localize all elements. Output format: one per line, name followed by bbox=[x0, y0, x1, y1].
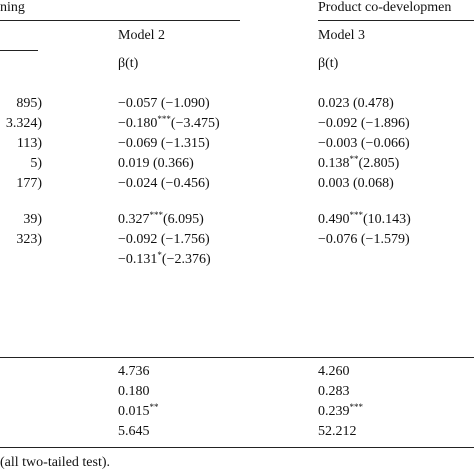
table-cell: 5) bbox=[30, 156, 42, 172]
table-cell: 0.283 bbox=[318, 384, 350, 400]
cell-text: 4.736 bbox=[118, 364, 150, 379]
cell-text: −0.092 (−1.896) bbox=[318, 116, 410, 131]
cell-text: 0.003 (0.068) bbox=[318, 176, 394, 191]
cell-text: −0.092 (−1.756) bbox=[118, 232, 210, 247]
cell-text: 0.327 bbox=[118, 212, 150, 227]
table-cell: −0.180***(−3.475) bbox=[118, 114, 220, 132]
cell-text: −0.024 (−0.456) bbox=[118, 176, 210, 191]
table-cell: 895) bbox=[16, 96, 42, 112]
rule bbox=[0, 357, 474, 358]
cell-text: −0.057 (−1.090) bbox=[118, 96, 210, 111]
significance: *** bbox=[157, 114, 171, 124]
group-header: Product co-developmen bbox=[318, 0, 452, 15]
model-header: Model 3 bbox=[318, 28, 366, 43]
cell-text: −0.003 (−0.066) bbox=[318, 136, 410, 151]
table-cell: −0.003 (−0.066) bbox=[318, 136, 410, 152]
significance: *** bbox=[149, 210, 164, 220]
table-cell: 5.645 bbox=[118, 424, 150, 440]
table-cell: 0.327***(6.095) bbox=[118, 210, 204, 228]
cell-text: −0.180 bbox=[118, 116, 158, 131]
significance: *** bbox=[349, 402, 364, 412]
significance: * bbox=[157, 250, 162, 260]
cell-text: −0.076 (−1.579) bbox=[318, 232, 410, 247]
cell-text: 895) bbox=[16, 96, 42, 111]
table-cell: 0.019 (0.366) bbox=[118, 156, 194, 172]
table-cell: −0.069 (−1.315) bbox=[118, 136, 210, 152]
cell-text: (6.095) bbox=[163, 212, 204, 227]
significance: ** bbox=[349, 154, 359, 164]
cell-text: 4.260 bbox=[318, 364, 350, 379]
table-cell: −0.024 (−0.456) bbox=[118, 176, 210, 192]
cell-text: 0.283 bbox=[318, 384, 350, 399]
rule bbox=[0, 447, 474, 448]
cell-text: 323) bbox=[16, 232, 42, 247]
table-cell: 0.015** bbox=[118, 402, 159, 420]
rule bbox=[318, 20, 474, 21]
model-header: Model 2 bbox=[118, 28, 166, 43]
cell-text: 5.645 bbox=[118, 424, 150, 439]
table-cell: 0.003 (0.068) bbox=[318, 176, 394, 192]
table-cell: −0.131*(−2.376) bbox=[118, 250, 211, 268]
table-cell: 4.260 bbox=[318, 364, 350, 380]
table-cell: 113) bbox=[17, 136, 42, 152]
table-cell: 3.324) bbox=[6, 116, 42, 132]
cell-text: (2.805) bbox=[358, 156, 400, 171]
cell-text: 39) bbox=[23, 212, 42, 227]
table-cell: 4.736 bbox=[118, 364, 150, 380]
cell-text: 0.180 bbox=[118, 384, 150, 399]
rule bbox=[0, 20, 240, 21]
significance: *** bbox=[349, 210, 364, 220]
table-cell: 177) bbox=[16, 176, 42, 192]
footnote: (all two-tailed test). bbox=[0, 455, 111, 470]
stat-header: β(t) bbox=[118, 56, 139, 71]
cell-text: 0.239 bbox=[318, 404, 350, 419]
table-cell: 0.239*** bbox=[318, 402, 364, 420]
significance: ** bbox=[149, 402, 159, 412]
table-cell: 0.138**(2.805) bbox=[318, 154, 400, 172]
table-cell: 0.180 bbox=[118, 384, 150, 400]
group-header: ning bbox=[0, 0, 25, 15]
table-cell: −0.092 (−1.896) bbox=[318, 116, 410, 132]
cell-text: 0.138 bbox=[318, 156, 350, 171]
cell-text: 0.023 (0.478) bbox=[318, 96, 394, 111]
table-cell: 52.212 bbox=[318, 424, 357, 440]
stat-header: β(t) bbox=[318, 56, 339, 71]
cell-text: (10.143) bbox=[363, 212, 411, 227]
table-cell: −0.057 (−1.090) bbox=[118, 96, 210, 112]
cell-text: 113) bbox=[16, 136, 42, 151]
table-cell: 323) bbox=[16, 232, 42, 248]
cell-text: 177) bbox=[16, 176, 42, 191]
cell-text: 0.019 (0.366) bbox=[118, 156, 194, 171]
cell-text: 0.490 bbox=[318, 212, 350, 227]
table-cell: −0.092 (−1.756) bbox=[118, 232, 210, 248]
cell-text: (−3.475) bbox=[170, 116, 220, 131]
cell-text: 5) bbox=[30, 156, 42, 171]
table-cell: 0.490***(10.143) bbox=[318, 210, 411, 228]
cell-text: (−2.376) bbox=[161, 252, 211, 267]
cell-text: 3.324) bbox=[5, 116, 42, 131]
table-cell: 39) bbox=[23, 212, 42, 228]
cell-text: −0.131 bbox=[118, 252, 158, 267]
table-cell: 0.023 (0.478) bbox=[318, 96, 394, 112]
cell-text: −0.069 (−1.315) bbox=[118, 136, 210, 151]
table-cell: −0.076 (−1.579) bbox=[318, 232, 410, 248]
rule bbox=[0, 50, 38, 51]
cell-text: 0.015 bbox=[118, 404, 150, 419]
cell-text: 52.212 bbox=[318, 424, 357, 439]
